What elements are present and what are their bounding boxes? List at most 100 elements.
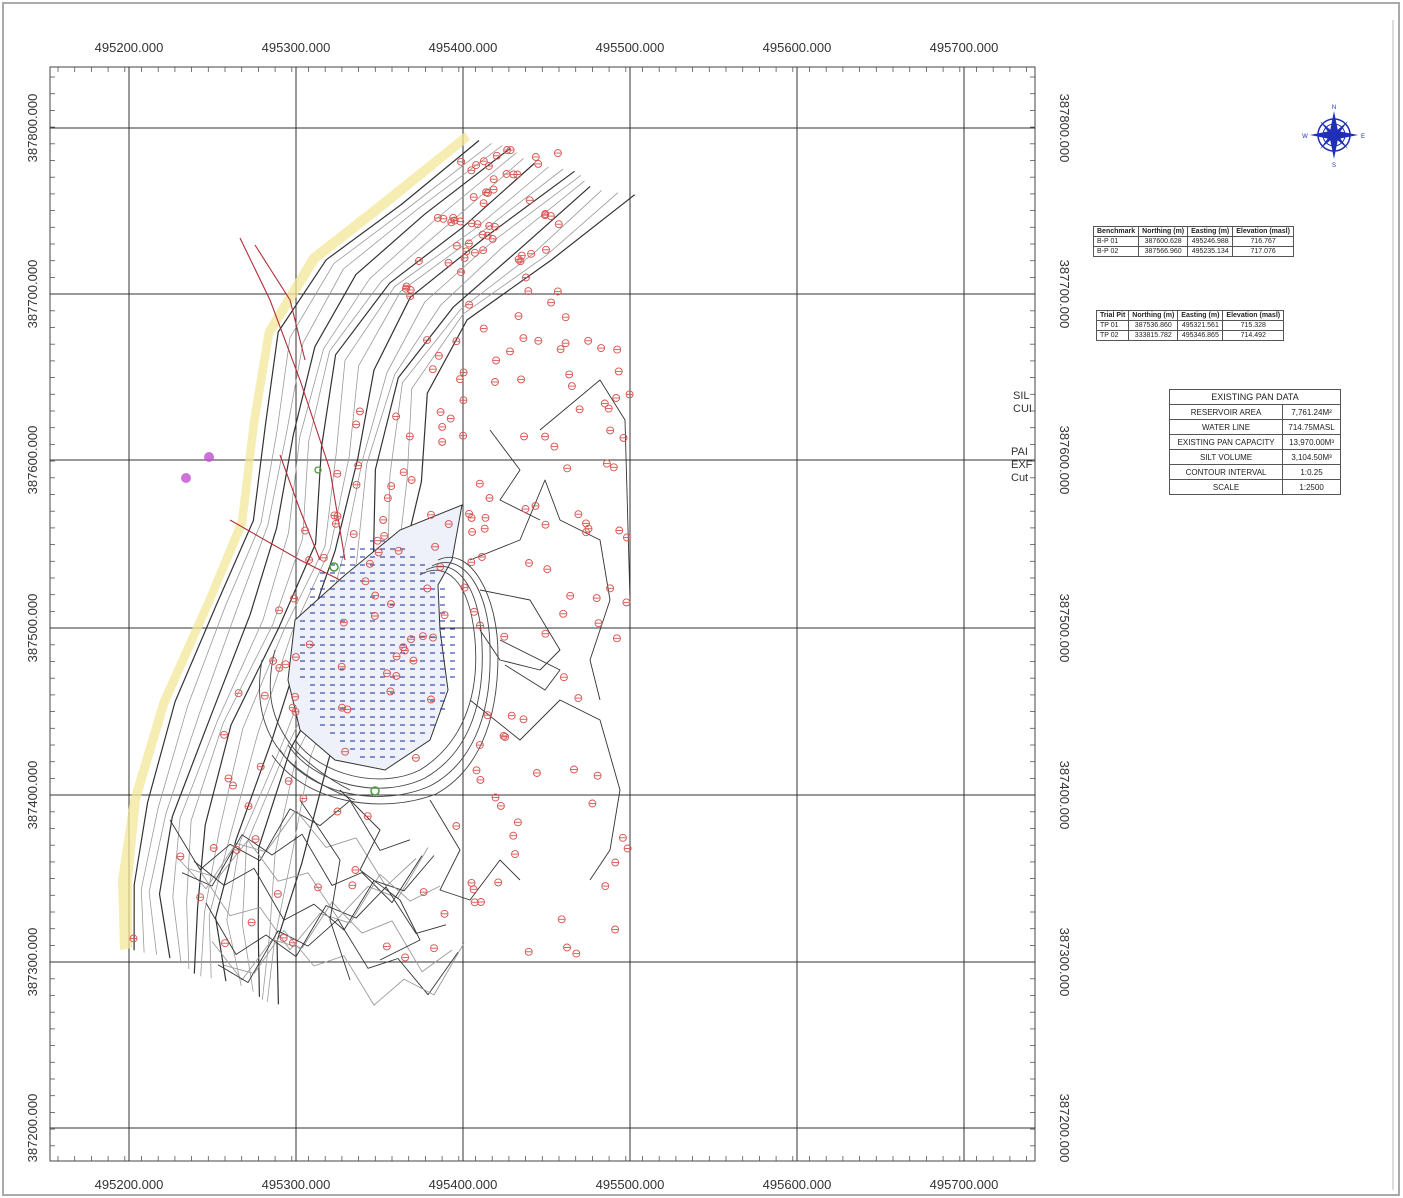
pan-data-label: EXISTING PAN CAPACITY: [1168, 434, 1284, 450]
contour-line: [226, 174, 582, 986]
spot-height-icon: [449, 213, 458, 222]
contour-line: [479, 589, 561, 671]
table-row: SILT VOLUME 3,104.50M³: [1168, 449, 1341, 465]
contour-line: [489, 429, 541, 521]
spot-height-icon: [489, 175, 498, 184]
side-note: PAI: [1011, 446, 1028, 458]
table-title-row: EXISTING PAN DATA: [1169, 389, 1341, 405]
spot-heights: [129, 146, 634, 962]
contour-line: [469, 479, 611, 701]
trial-pit-table: Trial Pit Northing (m) Easting (m) Eleva…: [1095, 310, 1285, 341]
spot-height-icon: [479, 324, 488, 333]
spot-height-icon: [597, 344, 606, 353]
spot-height-icon: [525, 196, 534, 205]
table-row: SCALE 1:2500: [1168, 479, 1341, 495]
spot-height-icon: [382, 942, 391, 951]
spot-height-icon: [476, 621, 484, 630]
spot-height-icon: [459, 431, 468, 440]
spot-height-icon: [247, 918, 256, 927]
spot-height-icon: [406, 292, 415, 301]
table-header-row: Trial Pit Northing (m) Easting (m) Eleva…: [1095, 310, 1285, 321]
spot-height-icon: [470, 248, 479, 257]
spot-height-icon: [446, 414, 455, 423]
spot-height-icon: [472, 766, 481, 775]
pan-data-title: EXISTING PAN DATA: [1169, 389, 1341, 405]
spot-height-icon: [615, 526, 624, 535]
spot-height-icon: [379, 515, 388, 524]
contour-line: [205, 886, 447, 958]
y-axis-label: 387400.000: [25, 761, 40, 830]
contour-line: [299, 799, 351, 981]
spot-height-icon: [224, 774, 233, 783]
spot-height-icon: [434, 351, 443, 360]
spot-height-icon: [622, 533, 631, 542]
x-axis-label: 495500.000: [596, 40, 665, 55]
spot-height-icon: [319, 553, 328, 562]
y-axis-label: 387200.000: [25, 1094, 40, 1163]
pan-data-label: WATER LINE: [1168, 419, 1284, 435]
spot-height-icon: [423, 336, 431, 345]
water-hatch: [300, 540, 455, 758]
contour-line: [169, 800, 411, 871]
spot-height-icon: [509, 831, 518, 840]
spot-height-icon: [475, 479, 484, 488]
pan-data-value: 7,761.24M²: [1282, 404, 1341, 420]
spot-height-icon: [407, 635, 415, 644]
contour-line: [140, 143, 492, 953]
spot-height-icon: [542, 245, 550, 254]
benchmark-marker: [181, 473, 191, 483]
spot-height-icon: [301, 526, 310, 535]
spot-height-icon: [431, 542, 440, 551]
spot-height-icon: [514, 312, 523, 321]
table-row: WATER LINE 714.75MASL: [1168, 419, 1341, 435]
spot-height-icon: [588, 799, 597, 808]
spot-height-icon: [339, 618, 348, 627]
contour-line: [429, 799, 521, 901]
spot-height-icon: [479, 157, 488, 166]
table-cell: 715.328: [1222, 320, 1285, 331]
contour-line: [199, 870, 441, 951]
spot-height-icon: [423, 584, 432, 593]
spot-height-icon: [550, 442, 559, 451]
spot-height-icon: [467, 166, 476, 175]
spot-height-icon: [477, 553, 486, 561]
pan-data-label: CONTOUR INTERVAL: [1168, 464, 1284, 480]
spot-height-icon: [343, 705, 352, 714]
spot-height-icon: [459, 368, 468, 377]
spot-height-icon: [613, 345, 622, 354]
spot-height-icon: [507, 711, 516, 720]
spot-height-icon: [618, 833, 627, 842]
spot-height-icon: [196, 893, 205, 902]
spot-height-icon: [500, 632, 509, 641]
spot-height-icon: [541, 629, 550, 638]
spot-height-icon: [492, 151, 501, 160]
spot-height-icon: [428, 365, 437, 374]
spot-height-icon: [275, 606, 284, 615]
spot-height-icon: [341, 747, 350, 756]
spot-height-icon: [440, 909, 449, 918]
y-axis-label: 387500.000: [1057, 594, 1072, 663]
table-row: EXISTING PAN CAPACITY 13,970.00M³: [1168, 434, 1341, 450]
pan-inner-contours: [259, 557, 499, 805]
spot-height-icon: [561, 313, 570, 322]
table-header: Benchmark: [1092, 226, 1140, 237]
table-header: Elevation (masl): [1222, 310, 1285, 321]
spot-height-icon: [509, 170, 518, 179]
spot-height-icon: [559, 609, 568, 618]
spot-height-icon: [604, 404, 613, 413]
spot-height-icon: [514, 255, 523, 264]
spot-height-icon: [464, 239, 473, 248]
spot-height-icon: [444, 258, 453, 267]
contour-line: [217, 918, 459, 996]
x-axis-label: 495600.000: [763, 40, 832, 55]
x-axis-label: 495500.000: [596, 1177, 665, 1192]
trial-pit-marker: [329, 562, 339, 572]
table-cell: 717.076: [1232, 246, 1294, 257]
table-cell: 387600.628: [1138, 236, 1189, 247]
spot-height-icon: [405, 432, 414, 441]
spot-height-icon: [531, 153, 540, 161]
spot-height-icon: [584, 336, 593, 345]
spot-height-icon: [534, 159, 543, 168]
spot-height-icon: [352, 420, 361, 429]
y-axis-label: 387600.000: [25, 426, 40, 495]
